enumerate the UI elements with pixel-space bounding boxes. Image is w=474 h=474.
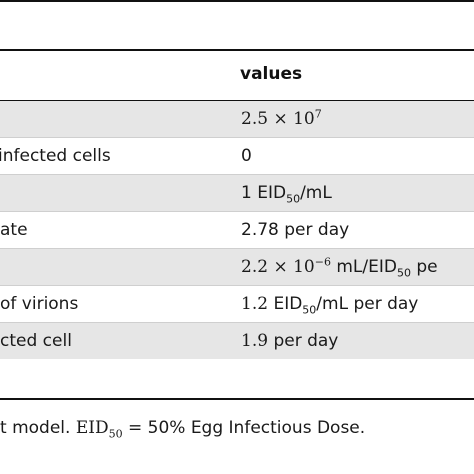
table-header-top-rule — [0, 49, 474, 51]
row-description: infected cells — [0, 146, 111, 166]
table-row: 1 EID50/mL — [0, 175, 474, 211]
row-separator — [0, 174, 474, 175]
row-separator — [0, 285, 474, 286]
row-value: 2.2 × 10−6 mL/EID50 pe — [241, 255, 438, 280]
row-value: 0 — [241, 146, 252, 166]
table-row: 2.2 × 10−6 mL/EID50 pe — [0, 249, 474, 285]
row-separator — [0, 211, 474, 212]
row-value: 2.5 × 107 — [241, 107, 322, 129]
row-value: 1 EID50/mL — [241, 183, 332, 206]
table-top-rule — [0, 0, 474, 2]
row-separator — [0, 248, 474, 249]
row-value: 2.78 per day — [241, 220, 350, 240]
values-column-header: values — [240, 64, 303, 84]
table-row: infected cells 0 — [0, 138, 474, 174]
row-separator — [0, 137, 474, 138]
row-value: 1.2 EID50/mL per day — [241, 294, 419, 317]
table-row: 2.5 × 107 — [0, 101, 474, 137]
row-description: cted cell — [0, 331, 72, 351]
table-header-bottom-rule — [0, 100, 474, 101]
table-row: cted cell 1.9 per day — [0, 323, 474, 359]
table-header-row: values — [0, 51, 474, 100]
table-row: ate 2.78 per day — [0, 212, 474, 248]
row-separator — [0, 322, 474, 323]
table-row: of virions 1.2 EID50/mL per day — [0, 286, 474, 322]
row-description: ate — [0, 220, 28, 240]
table-footnote: t model. EID50 = 50% Egg Infectious Dose… — [0, 418, 366, 441]
row-description: of virions — [0, 294, 79, 314]
table-spacer-row — [0, 359, 474, 398]
table-bottom-rule — [0, 398, 474, 400]
row-value: 1.9 per day — [241, 331, 339, 351]
